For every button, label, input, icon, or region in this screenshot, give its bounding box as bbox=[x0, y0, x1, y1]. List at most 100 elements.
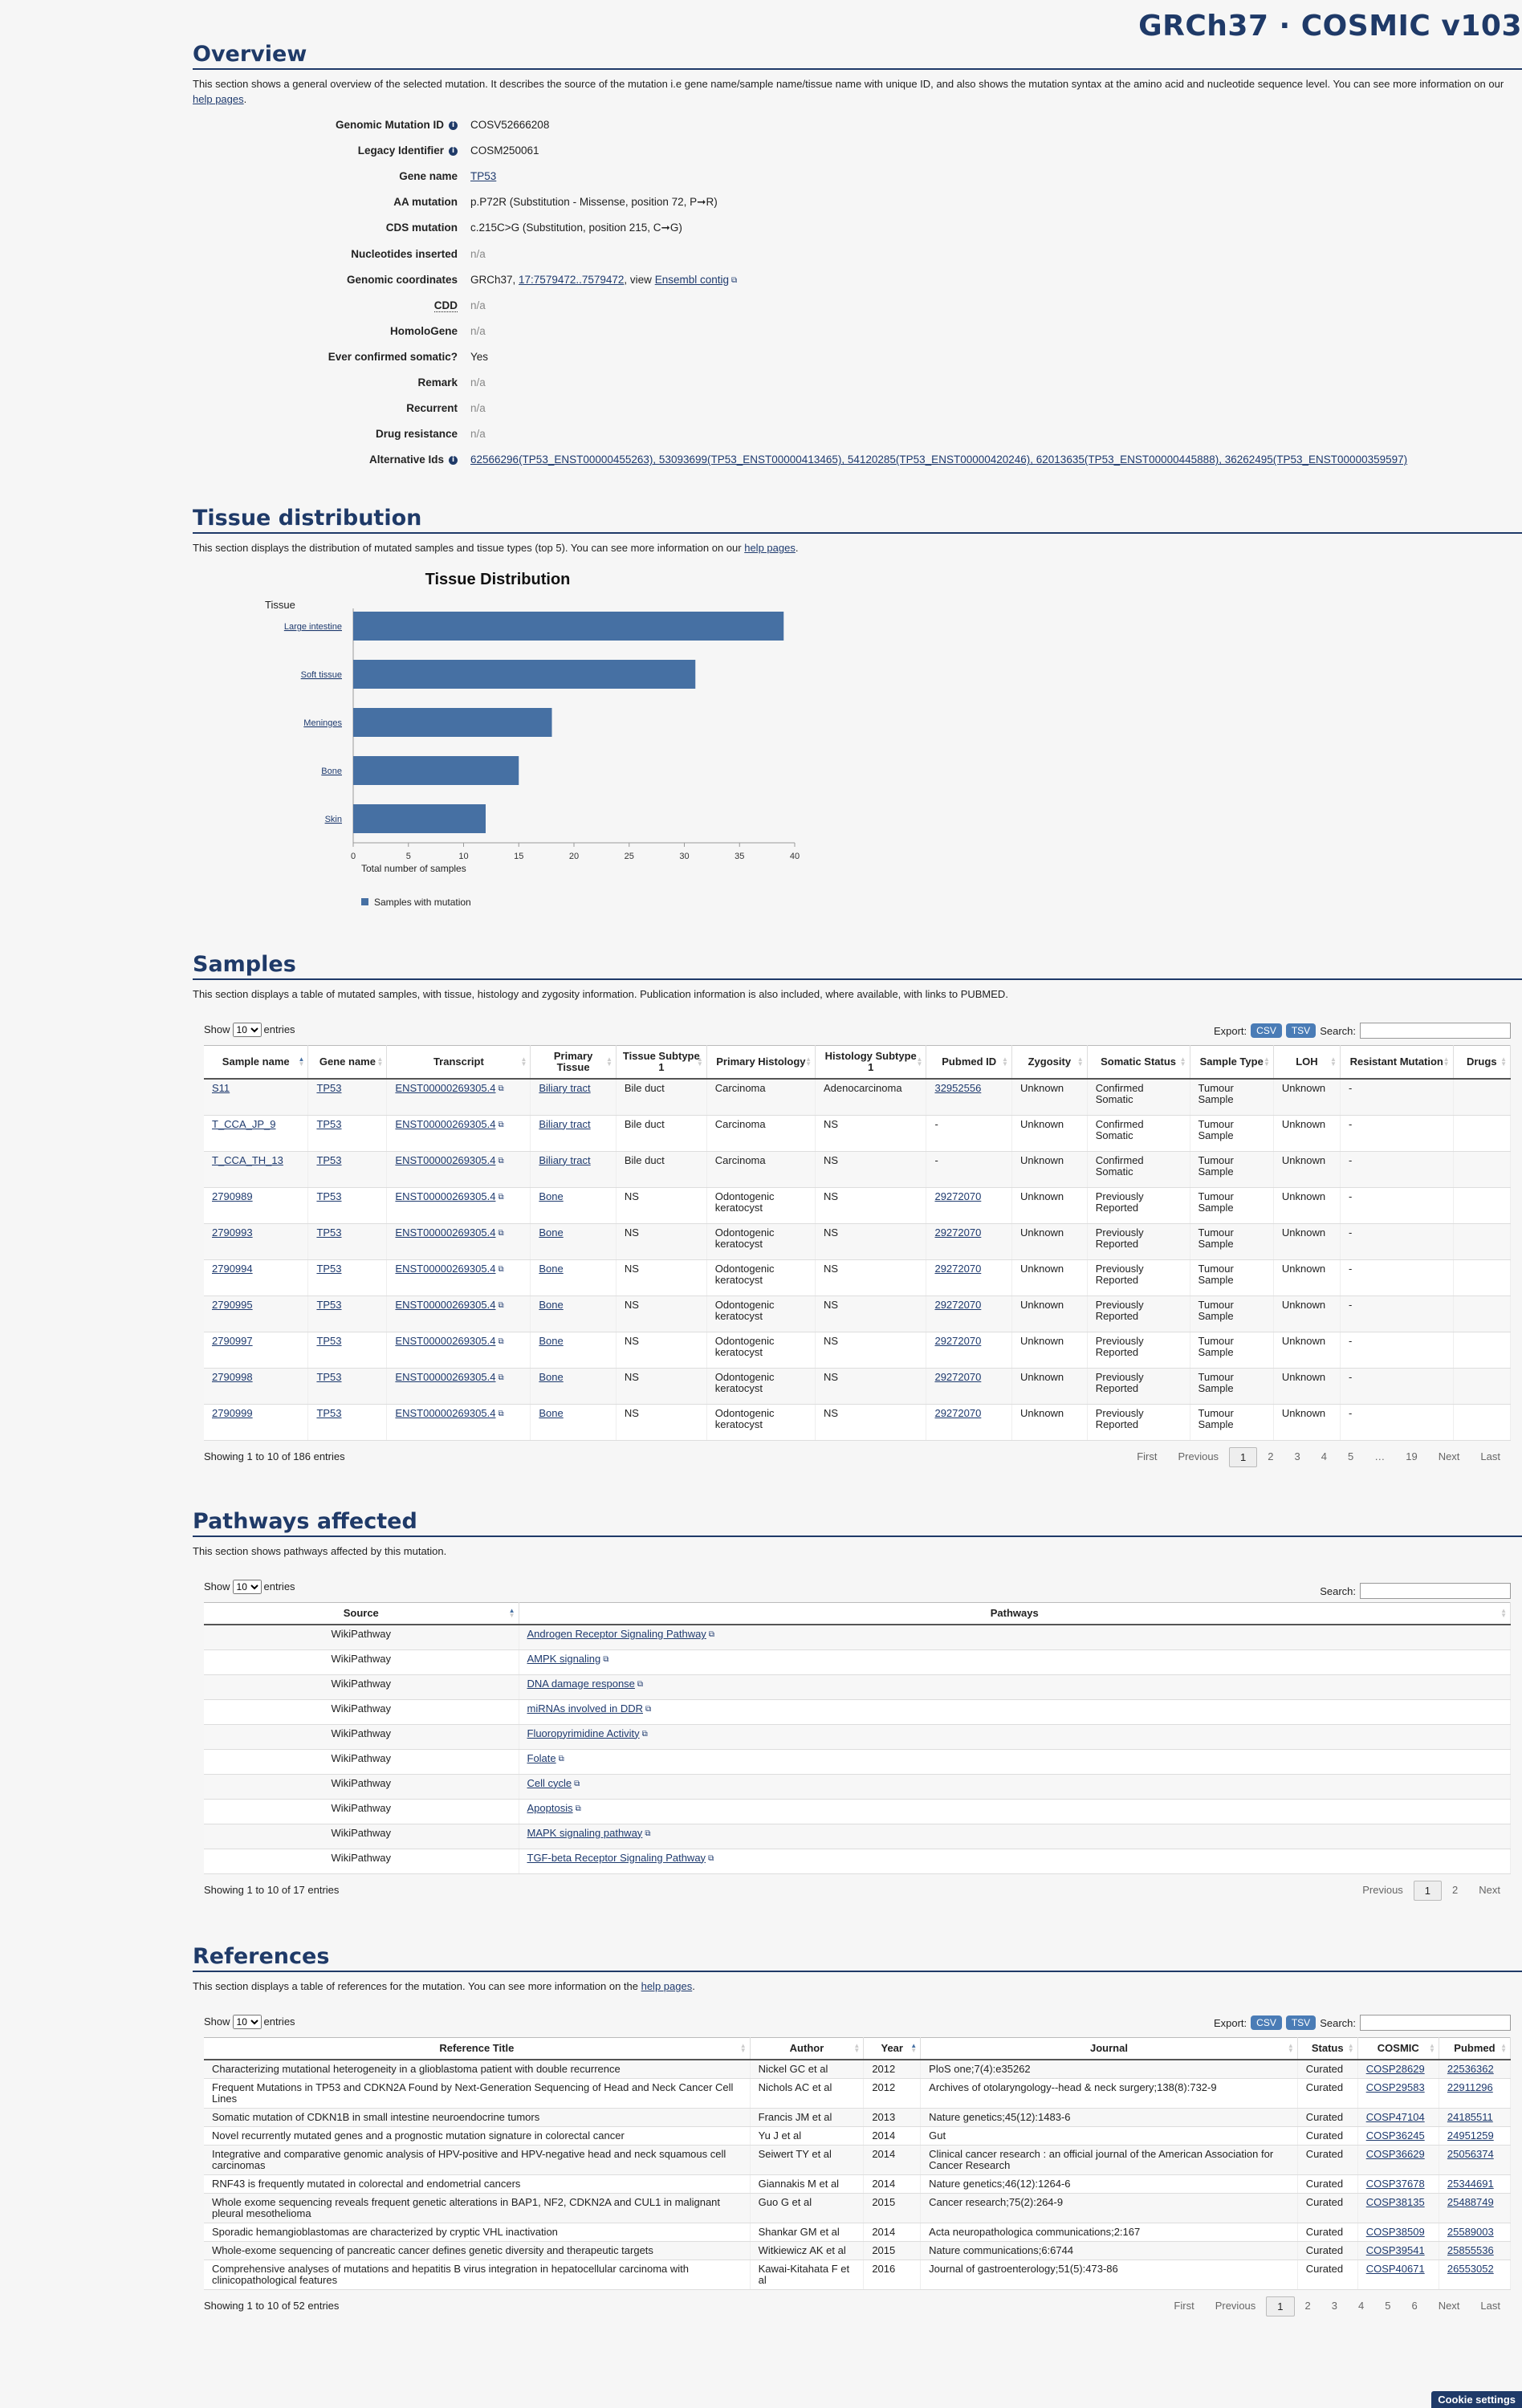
page-button-1[interactable]: 1 bbox=[1266, 2296, 1295, 2316]
cell-link-transcript[interactable]: ENST00000269305.4 bbox=[395, 1334, 496, 1347]
cell-link-pubmed-id[interactable]: 32952556 bbox=[934, 1082, 982, 1094]
cell-link-transcript[interactable]: ENST00000269305.4 bbox=[395, 1226, 496, 1239]
page-button-next[interactable]: Next bbox=[1438, 1450, 1460, 1462]
cell-link-gene-name[interactable]: TP53 bbox=[316, 1370, 342, 1383]
column-header-pathways[interactable]: Pathways ▲ ▼ bbox=[519, 1602, 1511, 1625]
cell-link-gene-name[interactable]: TP53 bbox=[316, 1406, 342, 1419]
cell-link-primary-tissue[interactable]: Bone bbox=[539, 1190, 564, 1202]
cell-link-pathways[interactable]: MAPK signaling pathway bbox=[527, 1826, 643, 1839]
column-header-year[interactable]: Year ▲ ▼ bbox=[863, 2037, 922, 2060]
info-icon[interactable]: i bbox=[449, 456, 458, 466]
samples-length-select[interactable]: 10 bbox=[232, 1023, 262, 1037]
pathways-length-select[interactable]: 10 bbox=[232, 1580, 262, 1594]
column-header-author[interactable]: Author ▲ ▼ bbox=[750, 2037, 865, 2060]
page-button-previous[interactable]: Previous bbox=[1178, 1450, 1219, 1462]
category-label-large-intestine[interactable]: Large intestine bbox=[284, 622, 342, 632]
column-header-transcript[interactable]: Transcript ▲ ▼ bbox=[386, 1045, 531, 1080]
column-header-reference-title[interactable]: Reference Title ▲ ▼ bbox=[204, 2037, 751, 2060]
page-button-3[interactable]: 3 bbox=[1294, 1450, 1300, 1462]
cell-link-sample-name[interactable]: 2790995 bbox=[212, 1298, 253, 1311]
cell-link-pubmed-id[interactable]: 29272070 bbox=[934, 1406, 982, 1419]
page-button-last[interactable]: Last bbox=[1480, 2300, 1500, 2312]
page-button-previous[interactable]: Previous bbox=[1362, 1883, 1403, 1896]
bar-meninges[interactable] bbox=[353, 708, 552, 737]
category-label-skin[interactable]: Skin bbox=[325, 815, 342, 824]
page-button-first[interactable]: First bbox=[1174, 2300, 1194, 2312]
cell-link-primary-tissue[interactable]: Biliary tract bbox=[539, 1117, 591, 1130]
cell-link-cosmic[interactable]: COSP39541 bbox=[1365, 2244, 1425, 2256]
cell-link-pubmed[interactable]: 24185511 bbox=[1447, 2111, 1493, 2123]
tissue-help-link[interactable]: help pages bbox=[744, 542, 796, 554]
column-header-somatic-status[interactable]: Somatic Status ▲ ▼ bbox=[1087, 1045, 1190, 1080]
cell-link-transcript[interactable]: ENST00000269305.4 bbox=[395, 1117, 496, 1130]
cell-link-pubmed-id[interactable]: 29272070 bbox=[934, 1298, 982, 1311]
cell-link-pathways[interactable]: Androgen Receptor Signaling Pathway bbox=[527, 1628, 706, 1640]
cell-link-transcript[interactable]: ENST00000269305.4 bbox=[395, 1262, 496, 1275]
page-button-next[interactable]: Next bbox=[1438, 2300, 1460, 2312]
cell-link-primary-tissue[interactable]: Bone bbox=[539, 1406, 564, 1419]
pathways-search-input[interactable] bbox=[1360, 1583, 1511, 1599]
column-header-source[interactable]: Source ▲ ▼ bbox=[204, 1602, 519, 1625]
cell-link-cosmic[interactable]: COSP37678 bbox=[1365, 2178, 1425, 2190]
column-header-zygosity[interactable]: Zygosity ▲ ▼ bbox=[1011, 1045, 1088, 1080]
page-button-2[interactable]: 2 bbox=[1452, 1883, 1459, 1896]
page-button-1[interactable]: 1 bbox=[1229, 1446, 1258, 1467]
column-header-primary-histology[interactable]: Primary Histology ▲ ▼ bbox=[706, 1045, 816, 1080]
bar-bone[interactable] bbox=[353, 756, 519, 785]
info-icon[interactable]: i bbox=[449, 121, 458, 130]
column-header-primary-tissue[interactable]: Primary Tissue ▲ ▼ bbox=[530, 1045, 617, 1080]
cell-link-transcript[interactable]: ENST00000269305.4 bbox=[395, 1370, 496, 1383]
column-header-gene-name[interactable]: Gene name ▲ ▼ bbox=[307, 1045, 388, 1080]
cell-link-cosmic[interactable]: COSP28629 bbox=[1365, 2063, 1425, 2075]
page-button-next[interactable]: Next bbox=[1479, 1883, 1500, 1896]
page-button-4[interactable]: 4 bbox=[1357, 2300, 1365, 2312]
cell-link-pathways[interactable]: Fluoropyrimidine Activity bbox=[527, 1727, 640, 1739]
cell-link-pubmed-id[interactable]: 29272070 bbox=[934, 1334, 982, 1347]
cell-link-transcript[interactable]: ENST00000269305.4 bbox=[395, 1082, 496, 1094]
cell-link-cosmic[interactable]: COSP40671 bbox=[1365, 2263, 1425, 2275]
bar-soft-tissue[interactable] bbox=[353, 660, 696, 689]
references-csv-button[interactable]: CSV bbox=[1251, 2015, 1282, 2030]
site-brand[interactable]: GRCh37 · COSMIC v103 bbox=[1138, 10, 1522, 43]
samples-csv-button[interactable]: CSV bbox=[1251, 1023, 1282, 1038]
ensembl-contig-link[interactable]: Ensembl contig bbox=[654, 273, 729, 286]
cell-link-sample-name[interactable]: S11 bbox=[212, 1082, 230, 1094]
cell-link-pubmed[interactable]: 26553052 bbox=[1447, 2263, 1494, 2275]
cell-link-gene-name[interactable]: TP53 bbox=[316, 1262, 342, 1275]
column-header-sample-name[interactable]: Sample name ▲ ▼ bbox=[204, 1045, 309, 1080]
column-header-resistant-mutation[interactable]: Resistant Mutation ▲ ▼ bbox=[1340, 1045, 1454, 1080]
cell-link-cosmic[interactable]: COSP29583 bbox=[1365, 2081, 1425, 2093]
page-button-first[interactable]: First bbox=[1137, 1450, 1158, 1462]
page-button-2[interactable]: 2 bbox=[1304, 2300, 1311, 2312]
cell-link-pubmed[interactable]: 22536362 bbox=[1447, 2063, 1494, 2075]
cell-link-pubmed-id[interactable]: 29272070 bbox=[934, 1190, 982, 1202]
column-header-loh[interactable]: LOH ▲ ▼ bbox=[1273, 1045, 1341, 1080]
references-help-link[interactable]: help pages bbox=[641, 1980, 693, 1992]
cell-link-transcript[interactable]: ENST00000269305.4 bbox=[395, 1190, 496, 1202]
page-button-previous[interactable]: Previous bbox=[1215, 2300, 1256, 2312]
page-button-3[interactable]: 3 bbox=[1331, 2300, 1337, 2312]
column-header-histology-subtype-1[interactable]: Histology Subtype 1 ▲ ▼ bbox=[815, 1045, 927, 1080]
field-value-link[interactable]: 62566296(TP53_ENST00000455263), 53093699… bbox=[470, 454, 1408, 466]
cell-link-primary-tissue[interactable]: Biliary tract bbox=[539, 1082, 591, 1094]
cell-link-sample-name[interactable]: 2790989 bbox=[212, 1190, 253, 1202]
references-tsv-button[interactable]: TSV bbox=[1285, 2015, 1316, 2030]
samples-tsv-button[interactable]: TSV bbox=[1285, 1023, 1316, 1038]
field-value-link[interactable]: TP53 bbox=[470, 170, 497, 183]
cell-link-sample-name[interactable]: 2790994 bbox=[212, 1262, 253, 1275]
cell-link-gene-name[interactable]: TP53 bbox=[316, 1334, 342, 1347]
cell-link-pubmed-id[interactable]: 29272070 bbox=[934, 1226, 982, 1239]
cell-link-pathways[interactable]: AMPK signaling bbox=[527, 1652, 601, 1665]
cell-link-pathways[interactable]: TGF-beta Receptor Signaling Pathway bbox=[527, 1851, 706, 1864]
cookie-settings-button[interactable]: Cookie settings bbox=[1431, 2391, 1522, 2408]
cell-link-pathways[interactable]: Apoptosis bbox=[527, 1801, 573, 1814]
cell-link-cosmic[interactable]: COSP38509 bbox=[1365, 2226, 1425, 2238]
references-search-input[interactable] bbox=[1360, 2015, 1511, 2031]
cell-link-gene-name[interactable]: TP53 bbox=[316, 1298, 342, 1311]
cell-link-transcript[interactable]: ENST00000269305.4 bbox=[395, 1153, 496, 1166]
page-button-last[interactable]: Last bbox=[1480, 1450, 1500, 1462]
category-label-bone[interactable]: Bone bbox=[321, 767, 342, 776]
cell-link-cosmic[interactable]: COSP36245 bbox=[1365, 2129, 1425, 2142]
page-button-1[interactable]: 1 bbox=[1413, 1880, 1443, 1901]
page-button-2[interactable]: 2 bbox=[1268, 1450, 1274, 1462]
